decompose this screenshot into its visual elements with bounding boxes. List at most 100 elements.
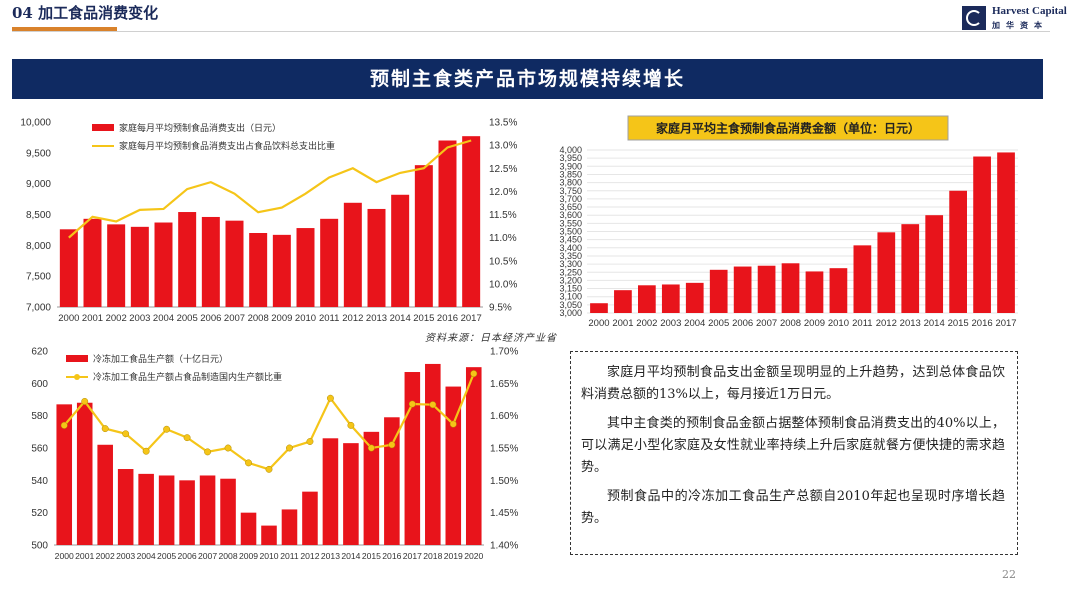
y-tick-label: 3,550	[559, 218, 582, 228]
x-tick-label: 2002	[106, 313, 127, 324]
logo-subtitle: 加华资本	[992, 20, 1048, 30]
bar	[973, 156, 991, 313]
y-tick-label: 3,050	[559, 300, 582, 310]
x-tick-label: 2008	[780, 318, 801, 329]
x-tick-label: 2001	[82, 313, 103, 324]
y-left-tick-label: 9,500	[26, 148, 51, 159]
line-point	[224, 444, 232, 452]
line-point	[81, 397, 89, 405]
bar	[154, 222, 173, 307]
legend-bar-swatch	[92, 124, 114, 131]
x-tick-label: 2015	[362, 551, 381, 561]
x-tick-label: 2002	[96, 551, 115, 561]
x-tick-label: 2011	[852, 318, 872, 329]
x-tick-label: 2006	[178, 551, 197, 561]
summary-paragraph: 家庭月平均预制食品支出金额呈现明显的上升趋势，达到总体食品饮料消费总额的13%以…	[581, 365, 1005, 402]
bar	[59, 229, 78, 307]
y-tick-label: 3,150	[559, 284, 582, 294]
bar	[901, 224, 920, 313]
bar	[384, 417, 400, 545]
bar	[199, 475, 216, 545]
y-left-tick-label: 560	[31, 444, 48, 455]
line-point	[122, 430, 130, 438]
bar	[414, 165, 433, 307]
x-tick-label: 2008	[248, 313, 269, 324]
y-left-tick-label: 520	[31, 508, 48, 519]
line-point	[388, 441, 396, 449]
frozen-food-chart: 500 520 540 560 580 600 620 1.40% 1.45% 1.50% 1.55…	[31, 347, 518, 562]
x-tick-label: 2018	[423, 551, 442, 561]
bar	[363, 431, 380, 545]
x-tick-label: 2015	[413, 313, 434, 324]
x-tick-label: 2001	[75, 551, 94, 561]
legend-bar-swatch	[66, 355, 88, 362]
y-tick-label: 3,400	[559, 243, 582, 253]
banner-title: 预制主食类产品市场规模持续增长	[12, 59, 1043, 99]
x-tick-label: 2001	[612, 318, 633, 329]
bar	[261, 525, 277, 545]
bar	[949, 190, 967, 313]
x-tick-label: 2000	[55, 551, 74, 561]
x-tick-label: 2009	[271, 313, 292, 324]
bar	[757, 265, 776, 313]
chart-title: 家庭月平均主食预制食品消费金额（单位：日元）	[656, 121, 920, 136]
x-tick-label: 2002	[636, 318, 657, 329]
line-point	[286, 444, 293, 452]
header-divider	[12, 31, 1050, 32]
y-right-tick-label: 1.65%	[490, 379, 518, 390]
bar	[661, 284, 680, 313]
y-tick-label: 3,750	[559, 186, 582, 196]
logo-icon	[962, 6, 986, 30]
y-left-tick-label: 580	[31, 411, 48, 422]
y-right-tick-label: 11.5%	[489, 210, 517, 221]
bar	[445, 386, 462, 545]
line-point	[204, 448, 212, 456]
bar	[709, 269, 728, 313]
y-right-tick-label: 1.50%	[490, 476, 518, 487]
bar	[829, 268, 848, 313]
bar	[438, 140, 457, 307]
x-tick-label: 2007	[198, 551, 217, 561]
x-tick-label: 2013	[366, 313, 387, 324]
bar	[685, 282, 704, 313]
y-right-tick-label: 1.55%	[490, 444, 518, 455]
legend-bar-label: 冷冻加工食品生产额（十亿日元）	[93, 353, 228, 364]
bar	[107, 224, 126, 307]
x-tick-label: 2012	[342, 313, 363, 324]
y-tick-label: 3,950	[559, 153, 582, 163]
line-point	[367, 444, 375, 452]
y-right-tick-label: 13.0%	[489, 141, 517, 152]
bar	[367, 208, 386, 307]
bar	[781, 263, 800, 313]
legend-line-label: 冷冻加工食品生产额占食品制造国内生产额比重	[93, 371, 282, 382]
y-right-tick-label: 1.60%	[490, 411, 518, 422]
x-tick-label: 2004	[684, 318, 705, 329]
bar	[201, 216, 220, 307]
y-right-tick-label: 10.0%	[489, 279, 517, 290]
bar	[158, 475, 175, 545]
bar	[733, 266, 752, 313]
x-tick-label: 2015	[948, 318, 969, 329]
x-tick-label: 2005	[177, 313, 198, 324]
bar	[240, 512, 257, 545]
bar	[56, 404, 73, 545]
bar	[925, 215, 944, 313]
x-tick-label: 2000	[588, 318, 609, 329]
x-tick-label: 2006	[200, 313, 221, 324]
y-right-tick-label: 9.5%	[489, 303, 512, 314]
x-tick-label: 2004	[137, 551, 156, 561]
bar	[178, 212, 197, 307]
y-right-tick-label: 1.40%	[490, 541, 518, 552]
bar	[179, 480, 195, 545]
y-tick-label: 3,650	[559, 202, 582, 212]
y-left-tick-label: 8,000	[26, 241, 51, 252]
y-left-tick-label: 7,000	[26, 303, 51, 314]
bar	[404, 372, 421, 545]
y-tick-label: 3,450	[559, 235, 582, 245]
x-tick-label: 2004	[153, 313, 174, 324]
y-right-tick-label: 11.0%	[489, 233, 517, 244]
x-tick-label: 2005	[708, 318, 729, 329]
line-point	[408, 400, 416, 408]
x-tick-label: 2017	[995, 318, 1016, 329]
bar	[249, 233, 268, 307]
